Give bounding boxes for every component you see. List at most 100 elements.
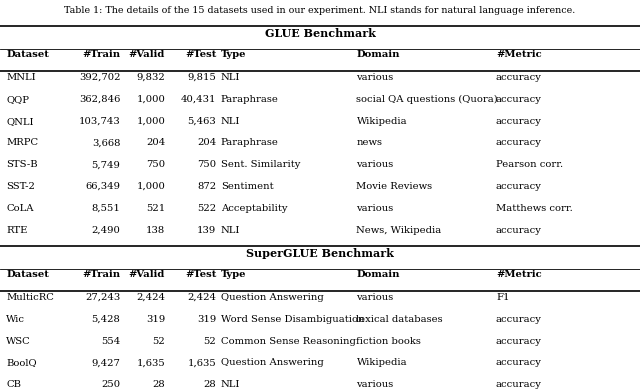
Text: 1,000: 1,000 [136,95,165,104]
Text: NLI: NLI [221,226,240,235]
Text: various: various [356,73,394,82]
Text: MNLI: MNLI [6,73,36,82]
Text: BoolQ: BoolQ [6,358,37,367]
Text: QQP: QQP [6,95,29,104]
Text: GLUE Benchmark: GLUE Benchmark [264,28,376,39]
Text: NLI: NLI [221,380,240,389]
Text: accuracy: accuracy [496,138,542,147]
Text: 1,635: 1,635 [136,358,165,367]
Text: accuracy: accuracy [496,73,542,82]
Text: News, Wikipedia: News, Wikipedia [356,226,442,235]
Text: accuracy: accuracy [496,315,542,324]
Text: CB: CB [6,380,21,389]
Text: Movie Reviews: Movie Reviews [356,182,433,191]
Text: #Valid: #Valid [129,270,165,279]
Text: WSC: WSC [6,337,31,346]
Text: various: various [356,160,394,169]
Text: Common Sense Reasoning: Common Sense Reasoning [221,337,356,346]
Text: 250: 250 [101,380,120,389]
Text: #Metric: #Metric [496,270,541,279]
Text: 5,428: 5,428 [92,315,120,324]
Text: social QA questions (Quora): social QA questions (Quora) [356,95,498,104]
Text: 204: 204 [146,138,165,147]
Text: SuperGLUE Benchmark: SuperGLUE Benchmark [246,248,394,259]
Text: Question Answering: Question Answering [221,358,324,367]
Text: 521: 521 [146,204,165,213]
Text: 5,463: 5,463 [188,117,216,126]
Text: 319: 319 [146,315,165,324]
Text: Matthews corr.: Matthews corr. [496,204,573,213]
Text: 392,702: 392,702 [79,73,120,82]
Text: 362,846: 362,846 [79,95,120,104]
Text: NLI: NLI [221,117,240,126]
Text: lexical databases: lexical databases [356,315,443,324]
Text: 138: 138 [146,226,165,235]
Text: NLI: NLI [221,73,240,82]
Text: Domain: Domain [356,50,400,59]
Text: 5,749: 5,749 [92,160,120,169]
Text: 2,424: 2,424 [188,293,216,302]
Text: F1: F1 [496,293,509,302]
Text: #Train: #Train [82,50,120,59]
Text: 9,832: 9,832 [136,73,165,82]
Text: Question Answering: Question Answering [221,293,324,302]
Text: Dataset: Dataset [6,270,49,279]
Text: Wikipedia: Wikipedia [356,117,407,126]
Text: 28: 28 [152,380,165,389]
Text: 27,243: 27,243 [85,293,120,302]
Text: Paraphrase: Paraphrase [221,95,278,104]
Text: news: news [356,138,383,147]
Text: Acceptability: Acceptability [221,204,287,213]
Text: STS-B: STS-B [6,160,38,169]
Text: 2,490: 2,490 [92,226,120,235]
Text: Table 1: The details of the 15 datasets used in our experiment. NLI stands for n: Table 1: The details of the 15 datasets … [65,6,575,15]
Text: RTE: RTE [6,226,28,235]
Text: 522: 522 [197,204,216,213]
Text: #Test: #Test [185,50,216,59]
Text: Pearson corr.: Pearson corr. [496,160,563,169]
Text: 3,668: 3,668 [92,138,120,147]
Text: accuracy: accuracy [496,226,542,235]
Text: 28: 28 [204,380,216,389]
Text: 204: 204 [197,138,216,147]
Text: accuracy: accuracy [496,358,542,367]
Text: MulticRC: MulticRC [6,293,54,302]
Text: various: various [356,380,394,389]
Text: Paraphrase: Paraphrase [221,138,278,147]
Text: 66,349: 66,349 [85,182,120,191]
Text: #Metric: #Metric [496,50,541,59]
Text: fiction books: fiction books [356,337,421,346]
Text: MRPC: MRPC [6,138,38,147]
Text: 40,431: 40,431 [181,95,216,104]
Text: Type: Type [221,50,246,59]
Text: 139: 139 [197,226,216,235]
Text: #Valid: #Valid [129,50,165,59]
Text: QNLI: QNLI [6,117,34,126]
Text: accuracy: accuracy [496,337,542,346]
Text: 2,424: 2,424 [136,293,165,302]
Text: 52: 52 [204,337,216,346]
Text: Sent. Similarity: Sent. Similarity [221,160,300,169]
Text: 750: 750 [146,160,165,169]
Text: 103,743: 103,743 [79,117,120,126]
Text: Word Sense Disambiguation: Word Sense Disambiguation [221,315,364,324]
Text: Dataset: Dataset [6,50,49,59]
Text: 52: 52 [152,337,165,346]
Text: #Train: #Train [82,270,120,279]
Text: Wic: Wic [6,315,26,324]
Text: accuracy: accuracy [496,380,542,389]
Text: various: various [356,293,394,302]
Text: 9,427: 9,427 [92,358,120,367]
Text: Wikipedia: Wikipedia [356,358,407,367]
Text: Type: Type [221,270,246,279]
Text: 1,635: 1,635 [188,358,216,367]
Text: accuracy: accuracy [496,95,542,104]
Text: accuracy: accuracy [496,182,542,191]
Text: accuracy: accuracy [496,117,542,126]
Text: Sentiment: Sentiment [221,182,273,191]
Text: 319: 319 [197,315,216,324]
Text: SST-2: SST-2 [6,182,35,191]
Text: 750: 750 [197,160,216,169]
Text: 1,000: 1,000 [136,117,165,126]
Text: #Test: #Test [185,270,216,279]
